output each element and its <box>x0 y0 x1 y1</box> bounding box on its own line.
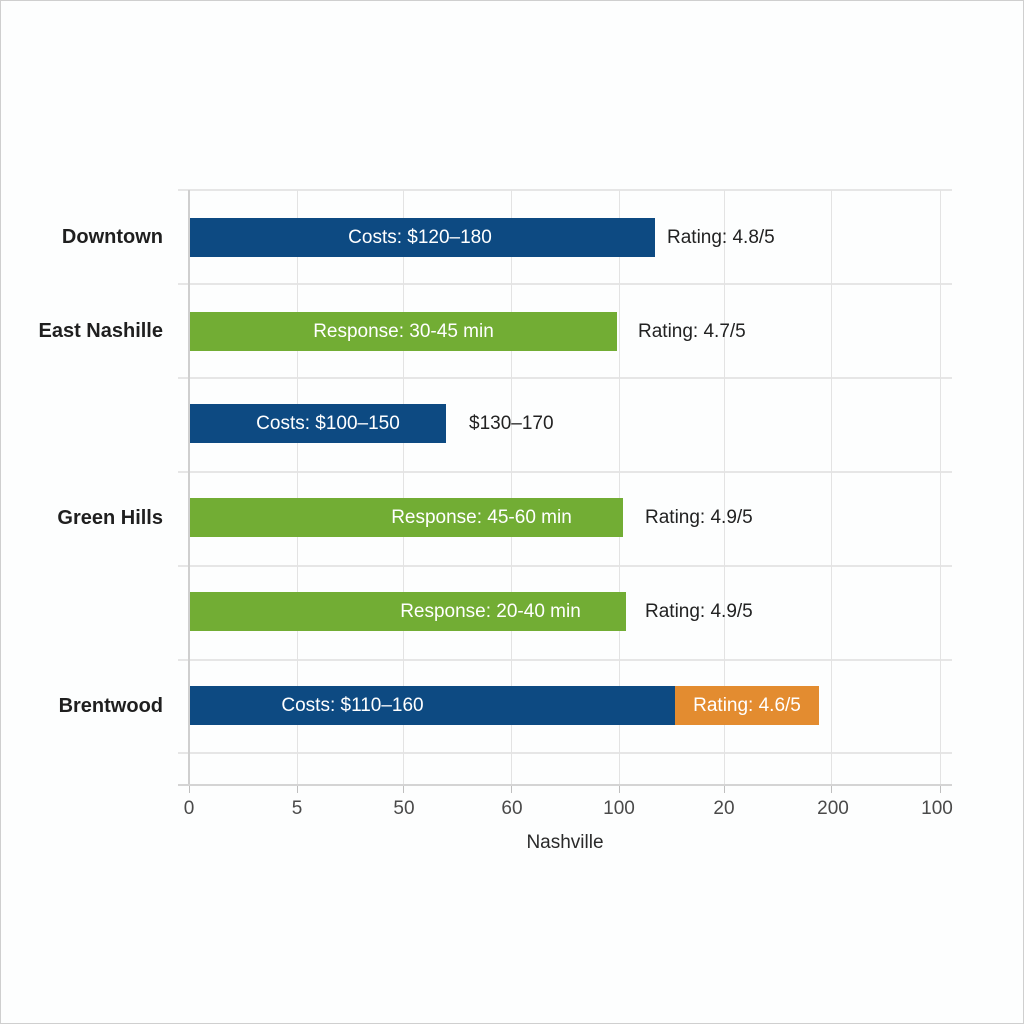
bar-label: Response: 20-40 min <box>400 600 581 622</box>
gridline-v <box>511 190 512 785</box>
x-tick-label: 5 <box>291 798 303 819</box>
x-tick-label: 20 <box>713 798 735 819</box>
bar-label: Rating: 4.6/5 <box>693 694 801 716</box>
x-tick <box>403 786 404 793</box>
gridline-v <box>940 190 941 785</box>
bar-unlabeled-response[interactable]: Response: 20-40 min <box>190 592 626 631</box>
gridline-h <box>178 377 952 379</box>
bar-green-hills-response[interactable]: Response: 45-60 min <box>190 498 623 537</box>
x-tick-label: 50 <box>393 798 415 819</box>
x-tick <box>511 786 512 793</box>
x-tick-label: 100 <box>921 798 953 819</box>
gridline-v <box>619 190 620 785</box>
x-tick-label: 0 <box>183 798 195 819</box>
bar-label: Response: 45-60 min <box>391 506 572 528</box>
gridline-v <box>403 190 404 785</box>
bar-label: Costs: $100–150 <box>256 412 400 434</box>
gridline-h <box>178 659 952 661</box>
bar-brentwood-costs[interactable]: Costs: $110–160 <box>190 686 675 725</box>
bar-label: Response: 30-45 min <box>313 320 494 342</box>
category-label-green-hills: Green Hills <box>57 507 163 529</box>
bar-brentwood-rating-segment[interactable]: Rating: 4.6/5 <box>675 686 819 725</box>
bar-east-nashville-response[interactable]: Response: 30-45 min <box>190 312 617 351</box>
category-label-downtown: Downtown <box>61 226 163 248</box>
gridline-h <box>178 565 952 567</box>
x-tick-label: 60 <box>501 798 523 819</box>
x-tick <box>297 786 298 793</box>
gridline-v <box>831 190 832 785</box>
gridline-v <box>724 190 725 785</box>
x-tick <box>831 786 832 793</box>
y-axis-line <box>188 190 190 786</box>
x-tick <box>940 786 941 793</box>
x-tick-label: 200 <box>817 798 849 819</box>
gridline-h <box>178 471 952 473</box>
cost-range-label: $130–170 <box>469 413 554 434</box>
rating-label-green-hills: Rating: 4.9/5 <box>645 507 753 528</box>
x-tick <box>189 786 190 793</box>
rating-label-unlabeled: Rating: 4.9/5 <box>645 601 753 622</box>
gridline-h <box>178 189 952 191</box>
x-tick <box>619 786 620 793</box>
bar-label: Costs: $110–160 <box>281 694 424 716</box>
gridline-v <box>297 190 298 785</box>
x-tick-label: 100 <box>603 798 635 819</box>
bar-unlabeled-costs[interactable]: Costs: $100–150 <box>190 404 446 443</box>
category-label-east-nashville: East Nashille <box>38 320 163 342</box>
category-label-brentwood: Brentwood <box>58 695 163 717</box>
rating-label-downtown: Rating: 4.8/5 <box>667 227 775 248</box>
bar-label: Costs: $120–180 <box>348 226 492 248</box>
gridline-h <box>178 752 952 754</box>
x-axis-title: Nashville <box>526 832 604 853</box>
bar-downtown-costs[interactable]: Costs: $120–180 <box>190 218 655 257</box>
rating-label-east-nashville: Rating: 4.7/5 <box>638 321 746 342</box>
x-tick <box>724 786 725 793</box>
x-axis-line <box>178 784 952 786</box>
gridline-h <box>178 283 952 285</box>
